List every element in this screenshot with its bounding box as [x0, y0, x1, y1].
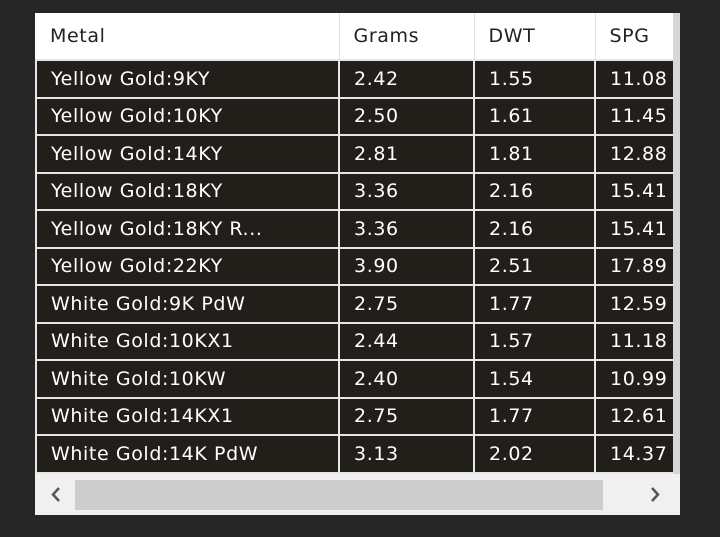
table-row[interactable]: White Gold:14KX1 2.75 1.77 12.61: [35, 396, 673, 436]
metal-table: Metal Grams DWT SPG Yellow Gold:9KY 2.42 1.55…: [35, 13, 673, 474]
table-cell: 2.02: [473, 434, 596, 474]
table-cell: 3.90: [338, 246, 475, 286]
table-cell: 12.59: [594, 284, 673, 324]
table-cell: 15.41: [594, 209, 673, 249]
table-cell: White Gold:10KX1: [35, 321, 340, 361]
scroll-left-arrow[interactable]: [51, 487, 60, 502]
table-cell: 11.08: [594, 59, 673, 99]
table-cell: 12.61: [594, 396, 673, 436]
table-cell: 2.75: [338, 284, 475, 324]
table-row[interactable]: White Gold:14K PdW 3.13 2.02 14.37: [35, 434, 673, 474]
table-cell: Yellow Gold:14KY: [35, 134, 340, 174]
table-cell: 10.99: [594, 359, 673, 399]
table-cell: 1.77: [473, 396, 596, 436]
table-cell: 1.77: [473, 284, 596, 324]
table-cell: 2.50: [338, 96, 475, 136]
table-cell: 2.51: [473, 246, 596, 286]
table-cell: 1.54: [473, 359, 596, 399]
table-cell: 2.16: [473, 171, 596, 211]
table-cell: 1.61: [473, 96, 596, 136]
table-cell: 12.88: [594, 134, 673, 174]
table-cell: Yellow Gold:9KY: [35, 59, 340, 99]
scrollbar-arrows: [51, 487, 660, 502]
table-cell: 2.81: [338, 134, 475, 174]
table-cell: 11.45: [594, 96, 673, 136]
table-cell: Yellow Gold:10KY: [35, 96, 340, 136]
table-cell: White Gold:10KW: [35, 359, 340, 399]
table-cell: 11.18: [594, 321, 673, 361]
scroll-right-arrow[interactable]: [651, 487, 660, 502]
table-row[interactable]: Yellow Gold:14KY 2.81 1.81 12.88: [35, 134, 673, 174]
table-cell: White Gold:9K PdW: [35, 284, 340, 324]
table-cell: Yellow Gold:18KY R...: [35, 209, 340, 249]
column-header[interactable]: Metal: [36, 13, 340, 60]
table-cell: 1.81: [473, 134, 596, 174]
table-grid: Metal Grams DWT SPG Yellow Gold:9KY 2.42 1.55…: [35, 13, 673, 474]
table-cell: 14.37: [594, 434, 673, 474]
table-cell: 17.89: [594, 246, 673, 286]
table-row[interactable]: Yellow Gold:18KY R... 3.36 2.16 15.41: [35, 209, 673, 249]
table-cell: 1.57: [473, 321, 596, 361]
table-row[interactable]: Yellow Gold:18KY 3.36 2.16 15.41: [35, 171, 673, 211]
table-body: Yellow Gold:9KY 2.42 1.55 11.08 Yellow Gold:…: [35, 59, 673, 474]
table-cell: 3.36: [338, 209, 475, 249]
column-header[interactable]: SPG: [595, 13, 673, 60]
table-cell: 2.40: [338, 359, 475, 399]
table-cell: Yellow Gold:18KY: [35, 171, 340, 211]
column-header[interactable]: DWT: [474, 13, 596, 60]
table-cell: White Gold:14K PdW: [35, 434, 340, 474]
table-cell: 1.55: [473, 59, 596, 99]
table-cell: 2.42: [338, 59, 475, 99]
table-cell: Yellow Gold:22KY: [35, 246, 340, 286]
table-row[interactable]: White Gold:10KX1 2.44 1.57 11.18: [35, 321, 673, 361]
horizontal-scrollbar[interactable]: [35, 474, 680, 515]
table-cell: 3.36: [338, 171, 475, 211]
table-row[interactable]: Yellow Gold:22KY 3.90 2.51 17.89: [35, 246, 673, 286]
table-panel: Metal Grams DWT SPG Yellow Gold:9KY 2.42 1.55…: [35, 13, 680, 515]
table-cell: 2.44: [338, 321, 475, 361]
table-row[interactable]: White Gold:10KW 2.40 1.54 10.99: [35, 359, 673, 399]
table-cell: 2.16: [473, 209, 596, 249]
table-row[interactable]: Yellow Gold:9KY 2.42 1.55 11.08: [35, 59, 673, 99]
table-cell: White Gold:14KX1: [35, 396, 340, 436]
table-row[interactable]: Yellow Gold:10KY 2.50 1.61 11.45: [35, 96, 673, 136]
column-header[interactable]: Grams: [339, 13, 475, 60]
table-cell: 3.13: [338, 434, 475, 474]
header-row: Metal Grams DWT SPG: [36, 13, 673, 60]
vertical-scrollbar[interactable]: [673, 13, 680, 474]
table-cell: 2.75: [338, 396, 475, 436]
table-row[interactable]: White Gold:9K PdW 2.75 1.77 12.59: [35, 284, 673, 324]
table-cell: 15.41: [594, 171, 673, 211]
scroll-thumb[interactable]: [75, 480, 603, 510]
